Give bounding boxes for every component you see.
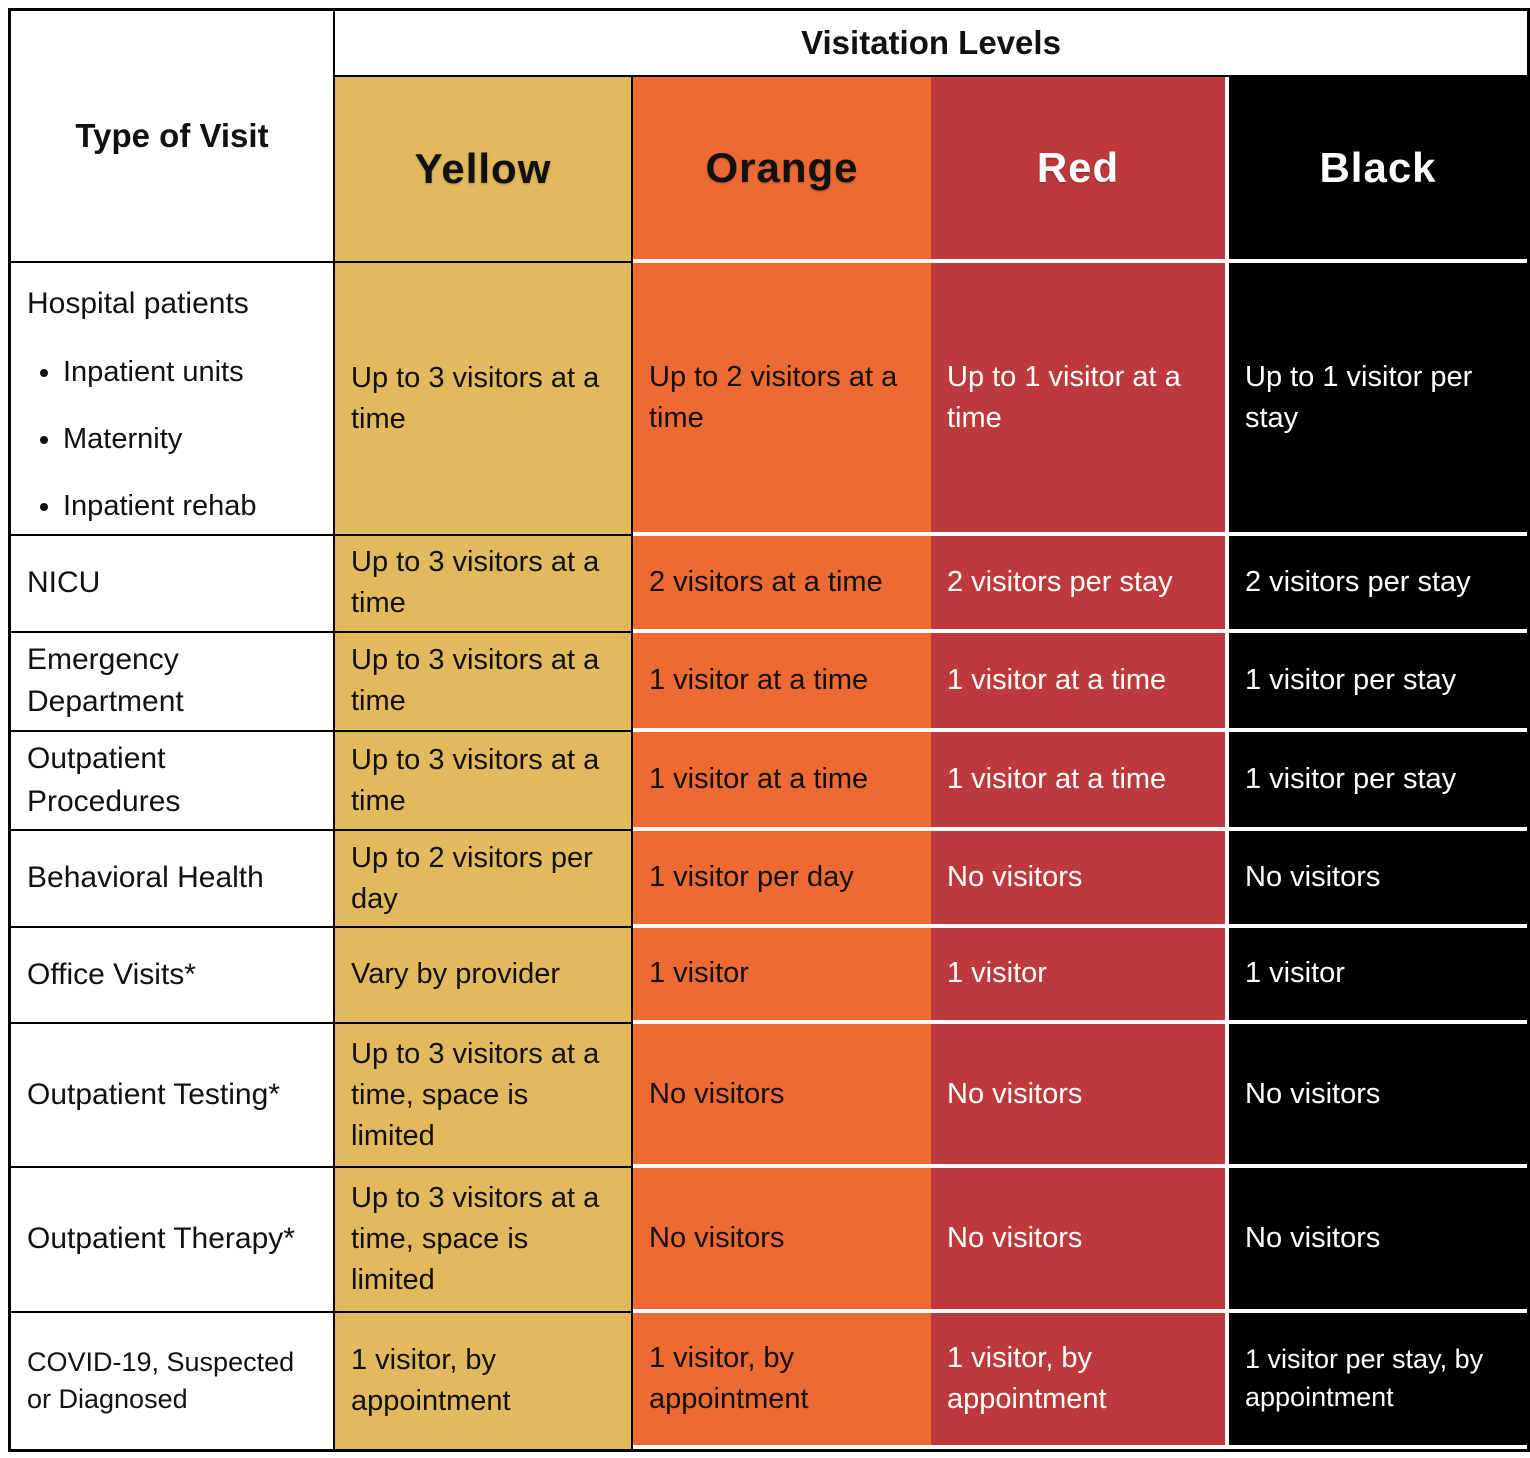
- level-cell: Up to 3 visitors at a time: [335, 732, 633, 832]
- row-label-text: COVID-19, Suspected or Diagnosed: [27, 1347, 295, 1414]
- level-cell: No visitors: [633, 1168, 931, 1313]
- row-label: NICU: [11, 536, 335, 633]
- row-label: Hospital patients Inpatient units Matern…: [11, 263, 335, 537]
- table-row: Emergency Department Up to 3 visitors at…: [11, 632, 1528, 733]
- level-cell: No visitors: [931, 1168, 1229, 1313]
- list-item: Inpatient units: [63, 352, 317, 393]
- level-cell: 1 visitor per stay: [1229, 732, 1528, 832]
- row-label-text: Hospital patients: [27, 287, 249, 321]
- level-cell: 1 visitor per stay, by appointment: [1229, 1312, 1528, 1449]
- level-header-black: Black: [1229, 77, 1528, 264]
- level-header-red: Red: [931, 77, 1229, 264]
- corner-header: Type of Visit: [11, 11, 335, 264]
- level-cell: Up to 3 visitors at a time: [335, 632, 633, 733]
- level-cell: No visitors: [931, 1024, 1229, 1169]
- level-cell: 1 visitor per day: [633, 831, 931, 928]
- table-row: Outpatient Testing* Up to 3 visitors at …: [11, 1024, 1528, 1169]
- level-cell: Up to 2 visitors at a time: [633, 263, 931, 537]
- level-cell: 1 visitor per stay: [1229, 632, 1528, 733]
- level-cell: 1 visitor at a time: [633, 632, 931, 733]
- row-label: Outpatient Therapy*: [11, 1168, 335, 1313]
- level-cell: 2 visitors at a time: [633, 536, 931, 633]
- row-label: Outpatient Testing*: [11, 1024, 335, 1169]
- row-label-bullet-list: Inpatient units Maternity Inpatient reha…: [27, 352, 317, 528]
- table-row: NICU Up to 3 visitors at a time 2 visito…: [11, 536, 1528, 633]
- level-cell: No visitors: [1229, 1168, 1528, 1313]
- list-item: Maternity: [63, 419, 317, 460]
- level-cell: 1 visitor at a time: [931, 632, 1229, 733]
- level-cell: 2 visitors per stay: [1229, 536, 1528, 633]
- visitation-levels-table: Type of Visit Visitation Levels Yellow O…: [8, 8, 1530, 1452]
- level-cell: 1 visitor at a time: [931, 732, 1229, 832]
- level-cell: 1 visitor: [633, 927, 931, 1025]
- level-cell: Up to 3 visitors at a time, space is lim…: [335, 1168, 633, 1313]
- table-row: Hospital patients Inpatient units Matern…: [11, 263, 1528, 537]
- group-header: Visitation Levels: [335, 11, 1528, 78]
- level-cell: 1 visitor, by appointment: [335, 1312, 633, 1449]
- level-cell: 1 visitor: [1229, 927, 1528, 1025]
- level-cell: 1 visitor at a time: [633, 732, 931, 832]
- level-header-orange: Orange: [633, 77, 931, 264]
- row-label: Behavioral Health: [11, 831, 335, 928]
- level-cell: 1 visitor, by appointment: [931, 1312, 1229, 1449]
- table-header-group-row: Type of Visit Visitation Levels: [11, 11, 1528, 264]
- level-cell: No visitors: [1229, 831, 1528, 928]
- list-item: Inpatient rehab: [63, 486, 317, 527]
- level-cell: Up to 3 visitors at a time, space is lim…: [335, 1024, 633, 1169]
- level-cell: 1 visitor: [931, 927, 1229, 1025]
- level-cell: No visitors: [1229, 1024, 1528, 1169]
- row-label: Office Visits*: [11, 927, 335, 1025]
- row-label: COVID-19, Suspected or Diagnosed: [11, 1312, 335, 1449]
- level-cell: No visitors: [633, 1024, 931, 1169]
- table-row: Behavioral Health Up to 2 visitors per d…: [11, 831, 1528, 928]
- level-cell: Up to 3 visitors at a time: [335, 536, 633, 633]
- level-header-yellow: Yellow: [335, 77, 633, 264]
- row-label: Outpatient Procedures: [11, 732, 335, 832]
- table-header-levels-row: Yellow Orange Red Black: [11, 77, 1528, 264]
- row-label: Emergency Department: [11, 632, 335, 733]
- table-row: COVID-19, Suspected or Diagnosed 1 visit…: [11, 1312, 1528, 1449]
- level-cell: Up to 2 visitors per day: [335, 831, 633, 928]
- level-cell: Vary by provider: [335, 927, 633, 1025]
- level-cell: 1 visitor, by appointment: [633, 1312, 931, 1449]
- level-cell: No visitors: [931, 831, 1229, 928]
- level-cell: Up to 3 visitors at a time: [335, 263, 633, 537]
- level-cell: Up to 1 visitor at a time: [931, 263, 1229, 537]
- table-row: Office Visits* Vary by provider 1 visito…: [11, 927, 1528, 1025]
- table-row: Outpatient Procedures Up to 3 visitors a…: [11, 732, 1528, 832]
- level-cell: Up to 1 visitor per stay: [1229, 263, 1528, 537]
- level-cell: 2 visitors per stay: [931, 536, 1229, 633]
- table-row: Outpatient Therapy* Up to 3 visitors at …: [11, 1168, 1528, 1313]
